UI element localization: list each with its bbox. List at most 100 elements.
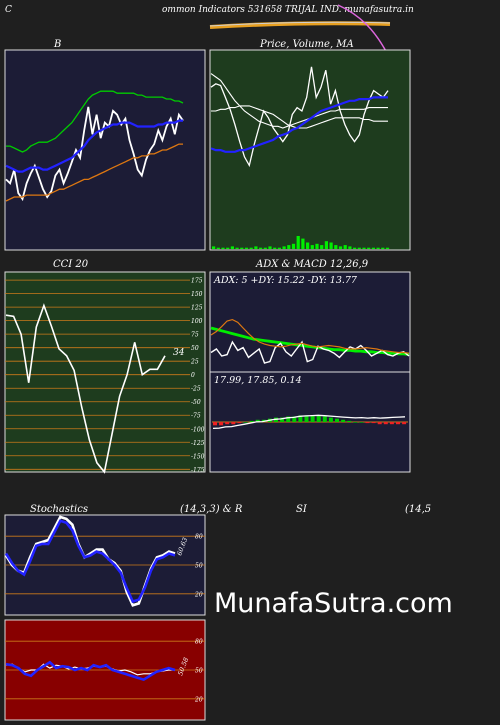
macd-histogram-bar — [335, 418, 339, 422]
macd-histogram-bar — [304, 415, 309, 422]
cci-tick-label: 25 — [190, 359, 199, 366]
macd-histogram-bar — [213, 422, 217, 426]
macd-histogram-bar — [389, 422, 394, 425]
macd-histogram-bar — [237, 422, 242, 424]
cci-tick-label: 175 — [191, 278, 203, 285]
price-volume-title: Price, Volume, MA — [259, 39, 354, 50]
header-decoration — [209, 4, 391, 56]
macd-histogram-bar — [322, 416, 327, 422]
volume-bar — [216, 247, 220, 249]
stochastics-series-1 — [4, 519, 176, 604]
bollinger-series-3 — [5, 143, 183, 202]
volume-bar — [235, 247, 239, 249]
volume-bar — [277, 247, 281, 249]
volume-bar — [353, 247, 357, 249]
price-series-2 — [211, 105, 388, 129]
cci-series-0 — [5, 303, 166, 474]
volume-bar — [367, 247, 371, 249]
cci-tick-label: -50 — [191, 399, 201, 406]
adx-readout: ADX: 5 +DY: 15.22 -DY: 13.77 — [213, 275, 358, 286]
watermark: MunafaSutra.com — [214, 588, 453, 619]
cci-tick-label: -175 — [191, 467, 205, 474]
macd-histogram-bar — [243, 422, 248, 423]
volume-bar — [334, 245, 338, 249]
stochastics-tick-label: 50 — [195, 563, 203, 570]
cci-tick-label: 100 — [191, 318, 203, 325]
rsi-series-1 — [5, 660, 176, 682]
volume-bar — [296, 236, 300, 249]
volume-bar — [254, 246, 258, 249]
volume-bar — [381, 247, 385, 249]
macd-histogram-bar — [402, 422, 407, 425]
macd-histogram-bar — [298, 415, 303, 422]
stochastics-tick-label: 20 — [194, 591, 203, 598]
rsi-params: (14,5 — [405, 504, 431, 515]
macd-histogram-bar — [353, 422, 358, 423]
cci-tick-label: -25 — [191, 386, 201, 393]
macd-histogram-bar — [316, 415, 321, 422]
volume-bar — [357, 247, 361, 249]
header-stroke-orange — [209, 21, 391, 29]
volume-bar — [338, 246, 343, 249]
volume-bar — [226, 247, 230, 249]
cci-tick-label: 125 — [191, 305, 203, 312]
cci-tick-label: 50 — [191, 345, 199, 352]
adx-series-0 — [210, 326, 410, 356]
macd-histogram-bar — [347, 420, 352, 422]
cci-tick-label: -150 — [191, 453, 205, 460]
rsi-tick-label: 80 — [195, 639, 203, 646]
price-series-1 — [210, 73, 388, 129]
macd-histogram-bar — [396, 422, 400, 425]
volume-bar — [315, 243, 319, 249]
rsi-tick-label: 50 — [195, 668, 203, 675]
bollinger-panel — [4, 49, 206, 251]
volume-bar — [221, 247, 225, 249]
cci-tick-label: 75 — [191, 332, 199, 339]
volume-bar — [362, 247, 366, 249]
stochastics-tick-label: 80 — [195, 534, 203, 541]
macd-readout: 17.99, 17.85, 0.14 — [214, 375, 302, 386]
volume-bar — [240, 247, 244, 249]
volume-bar — [306, 242, 310, 249]
volume-bar — [376, 247, 380, 249]
volume-bar — [348, 246, 352, 249]
volume-bar — [324, 241, 328, 249]
volume-bar — [385, 247, 390, 249]
volume-bar — [244, 247, 249, 249]
volume-bar — [329, 242, 333, 249]
volume-bar — [310, 245, 314, 249]
cci-tick-label: 0 — [191, 372, 195, 379]
macd-histogram-bar — [249, 420, 254, 422]
volume-bar — [282, 246, 286, 249]
volume-bar — [259, 247, 263, 249]
cci-title: CCI 20 — [53, 259, 89, 270]
macd-histogram-bar — [310, 415, 315, 422]
volume-bar — [268, 246, 272, 249]
macd-histogram-bar — [292, 416, 297, 422]
bollinger-title: B — [53, 39, 61, 50]
macd-histogram-bar — [219, 422, 224, 426]
macd-histogram-bar — [371, 422, 376, 424]
volume-bar — [371, 247, 375, 249]
cci-panel — [4, 271, 206, 473]
macd-histogram-bar — [255, 419, 260, 422]
volume-bar — [273, 247, 277, 249]
macd-histogram-bar — [225, 422, 230, 425]
stochastics-title: Stochastics — [30, 504, 88, 515]
macd-histogram-bar — [286, 416, 291, 422]
volume-bar — [212, 246, 216, 249]
header-stroke-pink — [337, 4, 389, 56]
macd-histogram-bar — [280, 417, 285, 422]
volume-bar — [320, 245, 324, 249]
rsi-tick-label: 20 — [194, 696, 203, 703]
cci-tick-label: -125 — [191, 440, 205, 447]
cci-last-value: 34 — [173, 348, 185, 358]
macd-histogram-bar — [383, 422, 388, 425]
stochastics-params: (14,3,3) & R — [180, 504, 243, 515]
volume-bar — [249, 247, 253, 249]
volume-bar — [301, 238, 305, 249]
macd-line — [212, 414, 406, 430]
price-series-0 — [210, 66, 389, 168]
volume-bar — [287, 245, 291, 249]
